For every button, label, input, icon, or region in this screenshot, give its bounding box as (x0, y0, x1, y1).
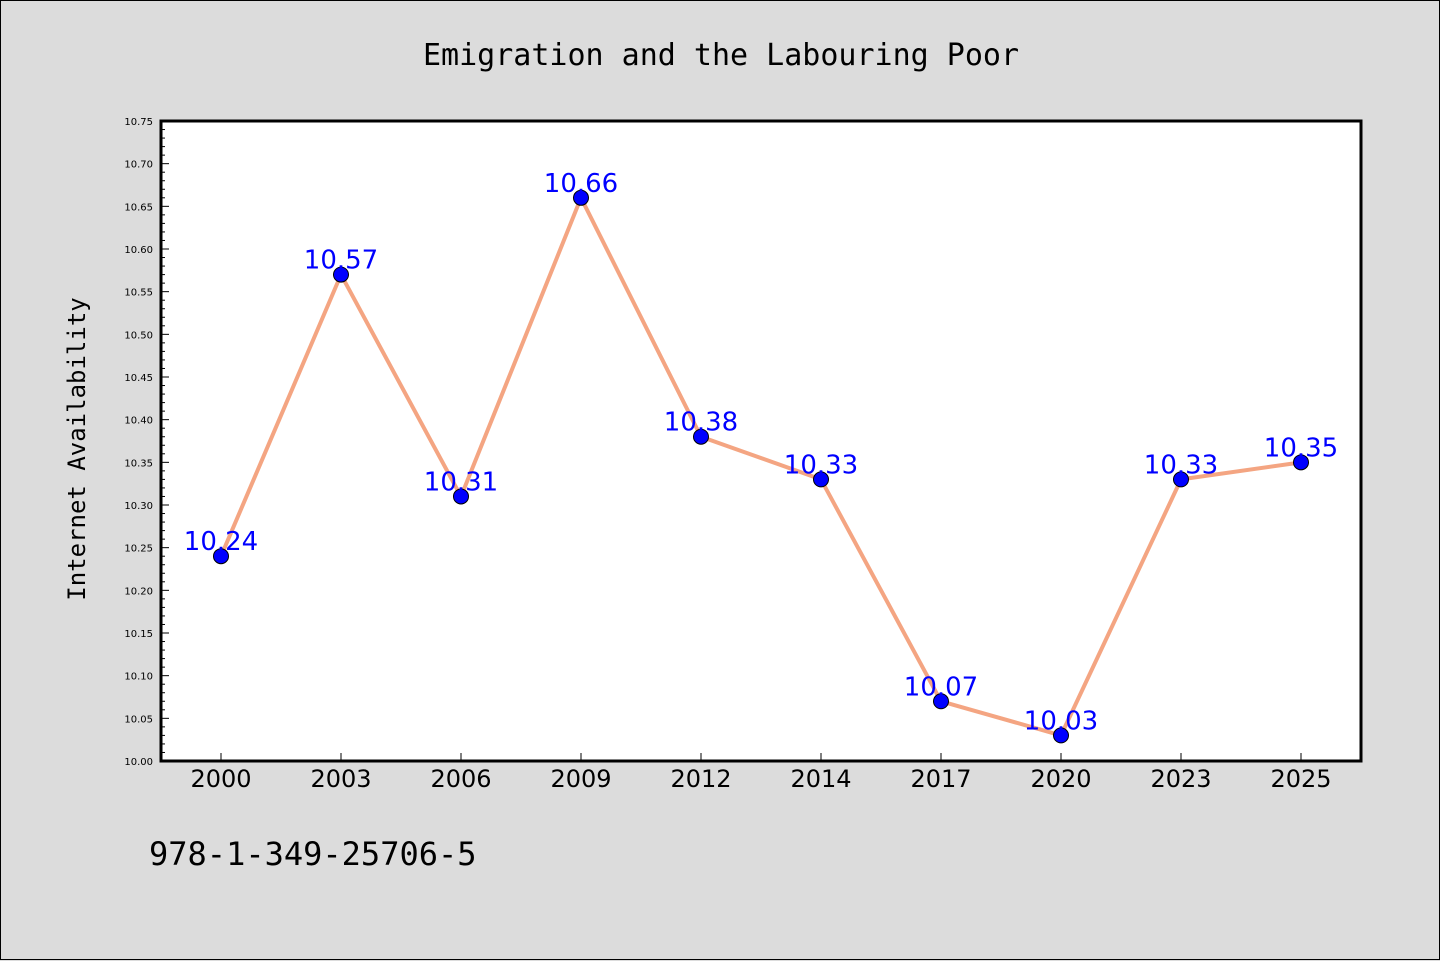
y-tick-label: 10.45 (124, 373, 153, 384)
x-tick-label: 2003 (310, 765, 371, 793)
y-tick-label: 10.65 (124, 202, 153, 213)
data-point (813, 471, 829, 488)
data-label: 10.24 (184, 527, 258, 557)
y-tick-label: 10.10 (124, 672, 153, 683)
data-labels: 10.24 10.57 10.31 10.66 10.38 10.33 10.07 10.03… (184, 169, 1338, 737)
data-label: 10.07 (904, 672, 978, 702)
data-label: 10.33 (1144, 450, 1218, 480)
data-label: 10.31 (424, 467, 498, 497)
y-tick-label: 10.00 (124, 757, 153, 768)
series-line (219, 195, 1302, 738)
x-tick-label: 2017 (910, 765, 971, 793)
y-tick-label: 10.05 (124, 714, 153, 725)
x-tick-label: 2025 (1270, 765, 1331, 793)
data-point (453, 488, 469, 505)
x-tick-label: 2023 (1150, 765, 1211, 793)
series-group (213, 189, 1309, 744)
y-tick-label: 10.60 (124, 245, 153, 256)
x-tick-label: 2012 (670, 765, 731, 793)
y-tick-label: 10.50 (124, 330, 153, 341)
data-point (573, 189, 589, 206)
data-label: 10.35 (1264, 433, 1338, 463)
data-label: 10.33 (784, 450, 858, 480)
data-label: 10.38 (664, 408, 738, 438)
data-point (1293, 454, 1309, 471)
data-point (1053, 727, 1069, 744)
y-tick-label: 10.15 (124, 629, 153, 640)
isbn-footnote: 978-1-349-25706-5 (149, 835, 477, 873)
data-label: 10.57 (304, 246, 378, 276)
data-point (333, 266, 349, 283)
data-point (693, 428, 709, 445)
x-tick-label: 2014 (790, 765, 851, 793)
y-tick-label: 10.55 (124, 288, 153, 299)
plot-border (159, 119, 1363, 763)
x-tick-label: 2020 (1030, 765, 1091, 793)
plot-area (161, 121, 1361, 761)
x-axis-ticks: 2000 2003 2006 2009 2012 2014 2017 2020 2023 2025 (190, 753, 1332, 793)
x-tick-label: 2006 (430, 765, 491, 793)
y-tick-label: 10.70 (124, 160, 153, 171)
x-tick-label: 2000 (190, 765, 251, 793)
y-tick-label: 10.25 (124, 544, 153, 555)
y-tick-label: 10.30 (124, 501, 153, 512)
y-tick-label: 10.40 (124, 416, 153, 427)
data-point (933, 693, 949, 710)
y-axis-ticks: 10.00 10.05 10.10 10.15 10.20 10.25 10.30 10.35… (124, 117, 169, 768)
data-point (1173, 471, 1189, 488)
chart-title: Emigration and the Labouring Poor (423, 38, 1019, 73)
data-label: 10.03 (1024, 706, 1098, 736)
data-point (213, 548, 229, 565)
y-tick-label: 10.75 (124, 117, 153, 128)
data-label: 10.66 (544, 169, 618, 199)
x-tick-label: 2009 (550, 765, 611, 793)
y-tick-label: 10.35 (124, 458, 153, 469)
y-tick-label: 10.20 (124, 586, 153, 597)
y-axis-label: Internet Availability (63, 297, 91, 600)
